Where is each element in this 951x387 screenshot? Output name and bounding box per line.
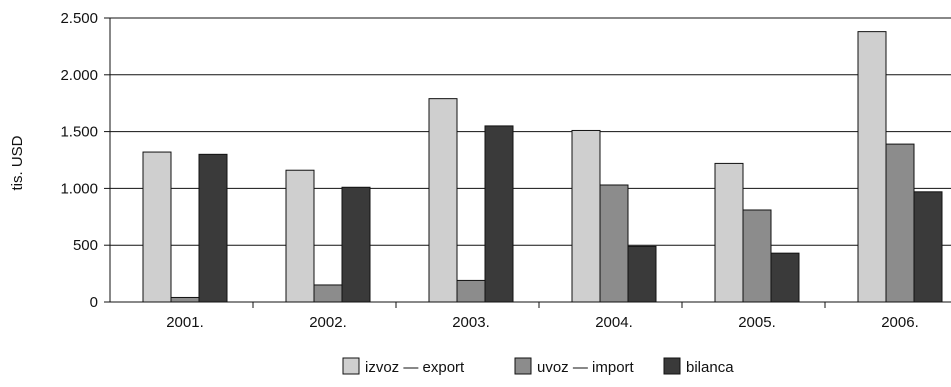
bar-2 — [627, 245, 657, 303]
x-tick-label: 2003. — [452, 314, 490, 331]
bar-2 — [198, 153, 228, 303]
bar-0 — [857, 31, 887, 303]
bar-1 — [456, 279, 486, 303]
bar-0 — [428, 98, 458, 303]
y-tick-label: 1.500 — [60, 124, 98, 141]
legend-label-2: bilanca — [686, 359, 734, 376]
legend-swatch-1 — [514, 357, 532, 375]
x-tick-label: 2006. — [881, 314, 919, 331]
legend-label-1: uvoz — import — [537, 359, 635, 376]
bar-2 — [341, 186, 371, 303]
y-tick-label: 1.000 — [60, 180, 98, 197]
bar-1 — [313, 284, 343, 303]
bar-1 — [742, 209, 772, 303]
bar-2 — [913, 191, 943, 303]
x-tick-label: 2004. — [595, 314, 633, 331]
bars — [142, 31, 943, 303]
axes — [109, 18, 951, 303]
bar-0 — [571, 129, 601, 303]
y-axis-label: tis. USD — [9, 135, 26, 190]
y-tick-label: 2.500 — [60, 10, 98, 27]
y-tick-label: 0 — [90, 294, 98, 311]
bar-0 — [714, 162, 744, 303]
x-tick-label: 2001. — [166, 314, 204, 331]
x-tick-label: 2002. — [309, 314, 347, 331]
bar-0 — [285, 169, 315, 303]
legend-swatch-2 — [663, 357, 681, 375]
bar-2 — [770, 252, 800, 303]
x-ticks: 2001. 2002. 2003. 2004. 2005. 2006. — [166, 302, 919, 331]
y-tick-label: 500 — [73, 237, 98, 254]
y-tick-label: 2.000 — [60, 67, 98, 84]
legend: izvoz — export uvoz — import bilanca — [342, 357, 734, 376]
gridlines — [110, 17, 951, 246]
bar-1 — [885, 143, 915, 303]
legend-label-0: izvoz — export — [365, 359, 465, 376]
bar-2 — [484, 125, 514, 303]
bar-1 — [170, 296, 200, 303]
legend-swatch-0 — [342, 357, 360, 375]
bar-1 — [599, 184, 629, 303]
bar-0 — [142, 151, 172, 303]
x-tick-label: 2005. — [738, 314, 776, 331]
y-ticks: 0 500 1.000 1.500 2.000 2.500 — [60, 10, 110, 311]
